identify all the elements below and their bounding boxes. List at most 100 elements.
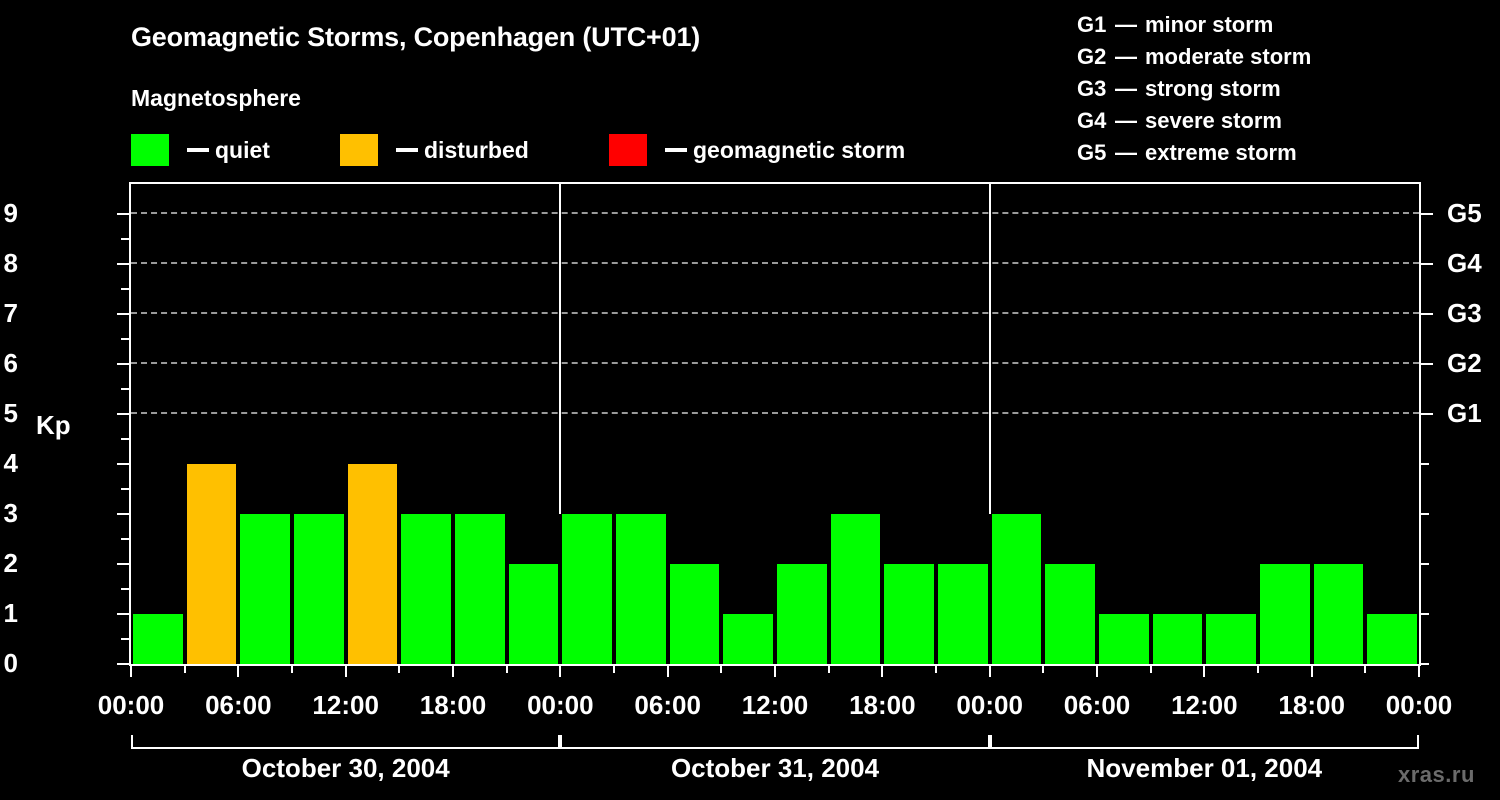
x-tick-mark bbox=[774, 666, 776, 677]
legend-dash-icon bbox=[187, 148, 209, 152]
g-legend-row-g2: G2 — moderate storm bbox=[1077, 44, 1311, 76]
g-tick-mark-minor bbox=[1421, 263, 1429, 265]
chart-subtitle: Magnetosphere bbox=[131, 85, 301, 111]
day-label: October 30, 2004 bbox=[241, 753, 450, 783]
bar bbox=[1045, 564, 1095, 664]
g-tick-mark-minor bbox=[1421, 413, 1429, 415]
x-tick-mark bbox=[1203, 666, 1206, 677]
gridline-kp-7 bbox=[131, 312, 1419, 314]
x-tick-label: 12:00 bbox=[1171, 690, 1238, 720]
legend-item-storm: geomagnetic storm bbox=[609, 132, 905, 168]
x-tick-label: 00:00 bbox=[527, 690, 594, 720]
g-legend-row-g3: G3 — strong storm bbox=[1077, 76, 1311, 108]
y-tick-mark-minor bbox=[121, 288, 129, 290]
y-tick-label: 3 bbox=[3, 498, 18, 528]
g-tick-label: G5 bbox=[1447, 198, 1482, 228]
bar bbox=[1099, 614, 1149, 664]
y-tick-mark bbox=[117, 263, 129, 265]
x-tick-mark bbox=[237, 666, 240, 677]
y-axis-title: Kp bbox=[36, 410, 71, 440]
g-legend-description: strong storm bbox=[1145, 76, 1281, 101]
g-tick-mark-minor bbox=[1421, 563, 1429, 565]
gridline-kp-8 bbox=[131, 262, 1419, 264]
x-tick-mark bbox=[988, 666, 991, 677]
g-legend-code: G2 bbox=[1077, 44, 1107, 69]
g-legend-code: G5 bbox=[1077, 140, 1107, 165]
bar bbox=[401, 514, 451, 664]
bar bbox=[294, 514, 344, 664]
y-tick-mark-minor bbox=[121, 588, 129, 590]
x-tick-mark-minor bbox=[1257, 666, 1259, 673]
x-tick-mark-minor bbox=[1042, 666, 1045, 673]
g-tick-mark-minor bbox=[1421, 313, 1429, 315]
bar bbox=[240, 514, 290, 664]
legend-swatch-storm-icon bbox=[609, 134, 647, 166]
gridline-kp-9 bbox=[131, 212, 1419, 214]
plot-inner bbox=[131, 184, 1419, 664]
plot-area bbox=[129, 182, 1421, 666]
y-tick-mark-minor bbox=[121, 438, 129, 440]
x-tick-mark bbox=[344, 666, 347, 677]
g-legend-row-g5: G5 — extreme storm bbox=[1077, 140, 1311, 172]
g-tick-mark-minor bbox=[1421, 463, 1429, 465]
y-tick-mark bbox=[117, 313, 129, 315]
legend-label: disturbed bbox=[424, 136, 529, 163]
y-tick-label: 2 bbox=[3, 548, 18, 578]
g-tick-label: G1 bbox=[1447, 398, 1482, 428]
x-tick-label: 06:00 bbox=[1063, 690, 1131, 720]
day-bracket bbox=[989, 735, 1419, 749]
x-tick-label: 00:00 bbox=[97, 690, 165, 720]
day-bracket bbox=[560, 735, 990, 749]
g-legend-code: G3 bbox=[1077, 76, 1107, 101]
x-tick-mark bbox=[559, 666, 562, 677]
legend-item-quiet: quiet bbox=[131, 132, 270, 168]
g-tick-mark-minor bbox=[1421, 213, 1429, 215]
y-tick-label: 7 bbox=[3, 298, 18, 328]
g-legend-code: G1 bbox=[1077, 12, 1107, 37]
day-bracket bbox=[131, 735, 561, 749]
x-tick-label: 18:00 bbox=[849, 690, 916, 720]
g-tick-mark-minor bbox=[1421, 513, 1429, 515]
bar bbox=[616, 514, 666, 664]
g-tick-label: G4 bbox=[1447, 248, 1482, 278]
g-legend-separator: — bbox=[1115, 44, 1137, 69]
x-tick-label: 06:00 bbox=[634, 690, 701, 720]
y-tick-label: 8 bbox=[3, 248, 18, 278]
x-tick-mark bbox=[1418, 666, 1420, 677]
bar bbox=[723, 614, 773, 664]
bar bbox=[991, 514, 1042, 664]
x-tick-label: 12:00 bbox=[741, 690, 809, 720]
x-tick-mark-minor bbox=[505, 666, 508, 673]
y-tick-mark bbox=[117, 213, 129, 215]
legend-item-disturbed: disturbed bbox=[340, 132, 529, 168]
x-tick-mark bbox=[881, 666, 884, 677]
bar bbox=[508, 564, 559, 664]
bar bbox=[1313, 564, 1364, 664]
g-tick-mark-minor bbox=[1421, 613, 1429, 615]
y-tick-mark bbox=[117, 363, 129, 365]
day-separator-line bbox=[559, 184, 562, 514]
bar bbox=[133, 614, 183, 664]
x-tick-label: 18:00 bbox=[419, 690, 487, 720]
g-legend-description: extreme storm bbox=[1145, 140, 1297, 165]
page-title: Geomagnetic Storms, Copenhagen (UTC+01) bbox=[131, 22, 701, 52]
y-tick-mark bbox=[117, 613, 129, 615]
bar bbox=[669, 564, 720, 664]
y-tick-label: 0 bbox=[3, 648, 18, 678]
x-tick-mark-minor bbox=[1149, 666, 1152, 673]
g-legend-code: G4 bbox=[1077, 108, 1107, 133]
gridline-kp-5 bbox=[131, 412, 1419, 414]
bar bbox=[884, 564, 934, 664]
bar bbox=[938, 564, 988, 664]
g-legend-row-g1: G1 — minor storm bbox=[1077, 12, 1311, 44]
x-tick-mark-minor bbox=[398, 666, 401, 673]
x-tick-mark bbox=[452, 666, 454, 677]
y-tick-mark bbox=[117, 463, 129, 465]
y-tick-label: 1 bbox=[3, 598, 18, 628]
x-tick-mark-minor bbox=[935, 666, 937, 673]
bar bbox=[1260, 564, 1310, 664]
bar bbox=[347, 464, 398, 664]
y-tick-mark bbox=[117, 513, 129, 515]
day-separator-line bbox=[988, 184, 991, 514]
x-tick-mark-minor bbox=[827, 666, 830, 673]
